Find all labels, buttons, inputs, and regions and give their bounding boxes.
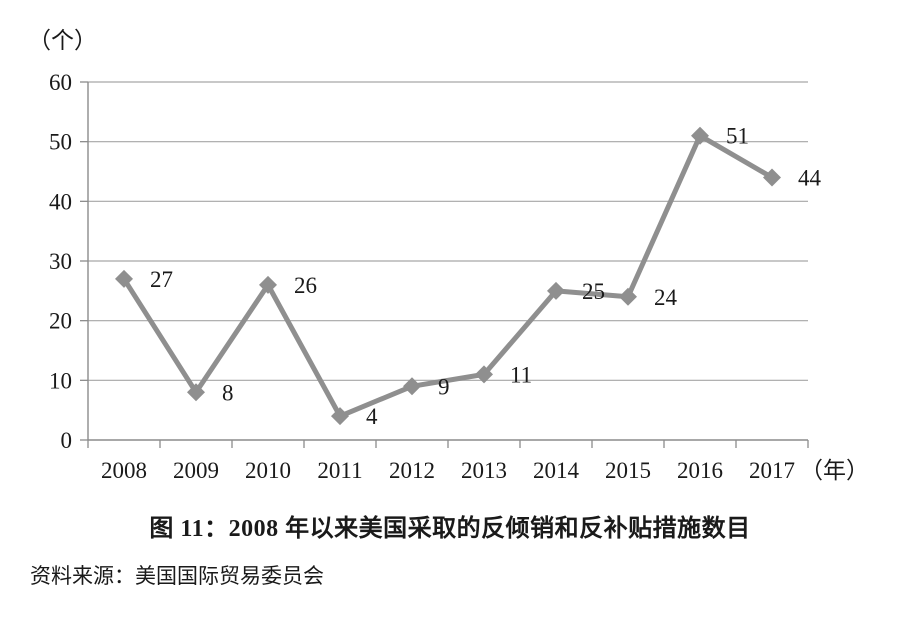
y-tick-label: 30 (49, 249, 72, 274)
y-tick-label: 50 (49, 130, 72, 155)
chart-title: 图 11：2008 年以来美国采取的反倾销和反补贴措施数目 (149, 516, 751, 542)
data-point-marker (259, 275, 277, 294)
data-point-marker (475, 365, 493, 384)
data-label: 27 (150, 267, 173, 292)
y-tick-label: 0 (61, 428, 73, 453)
data-label: 24 (654, 285, 678, 310)
data-label: 26 (294, 273, 317, 298)
chart-source: 资料来源：美国国际贸易委员会 (30, 564, 324, 588)
data-label: 4 (366, 404, 378, 429)
x-tick-label: 2009 (173, 458, 219, 483)
y-tick-label: 60 (49, 70, 72, 95)
line-chart: 0 10 20 30 40 50 60 2008 2009 2010 2011 2012 2013 201… (28, 28, 869, 483)
x-tick-label: 2012 (389, 458, 435, 483)
data-label: 44 (798, 165, 822, 190)
x-tick-label: 2013 (461, 458, 507, 483)
x-tick-label: 2008 (101, 458, 147, 483)
x-tick-label: 2014 (533, 458, 580, 483)
x-tick-label: 2015 (605, 458, 651, 483)
data-label: 8 (222, 380, 234, 405)
data-label: 9 (438, 374, 450, 399)
data-label: 51 (726, 124, 749, 149)
y-tick-label: 40 (49, 189, 72, 214)
data-point-marker (187, 383, 205, 402)
x-unit-label: （年） (800, 458, 869, 483)
y-tick-label: 20 (49, 309, 72, 334)
data-point-marker (403, 377, 421, 396)
x-tick-label: 2011 (317, 458, 362, 483)
x-tick-label: 2016 (677, 458, 723, 483)
data-point-marker (331, 407, 349, 426)
series-line (121, 133, 775, 419)
data-label: 11 (510, 362, 532, 387)
data-point-marker (763, 168, 781, 187)
data-point-marker (619, 287, 637, 306)
y-unit-label: （个） (28, 28, 97, 53)
data-point-marker (115, 269, 133, 288)
x-tick-label: 2017 (749, 458, 795, 483)
y-tick-label: 10 (49, 368, 72, 393)
data-point-marker (691, 126, 709, 145)
x-tick-label: 2010 (245, 458, 291, 483)
data-label: 25 (582, 279, 605, 304)
data-point-marker (547, 281, 565, 300)
